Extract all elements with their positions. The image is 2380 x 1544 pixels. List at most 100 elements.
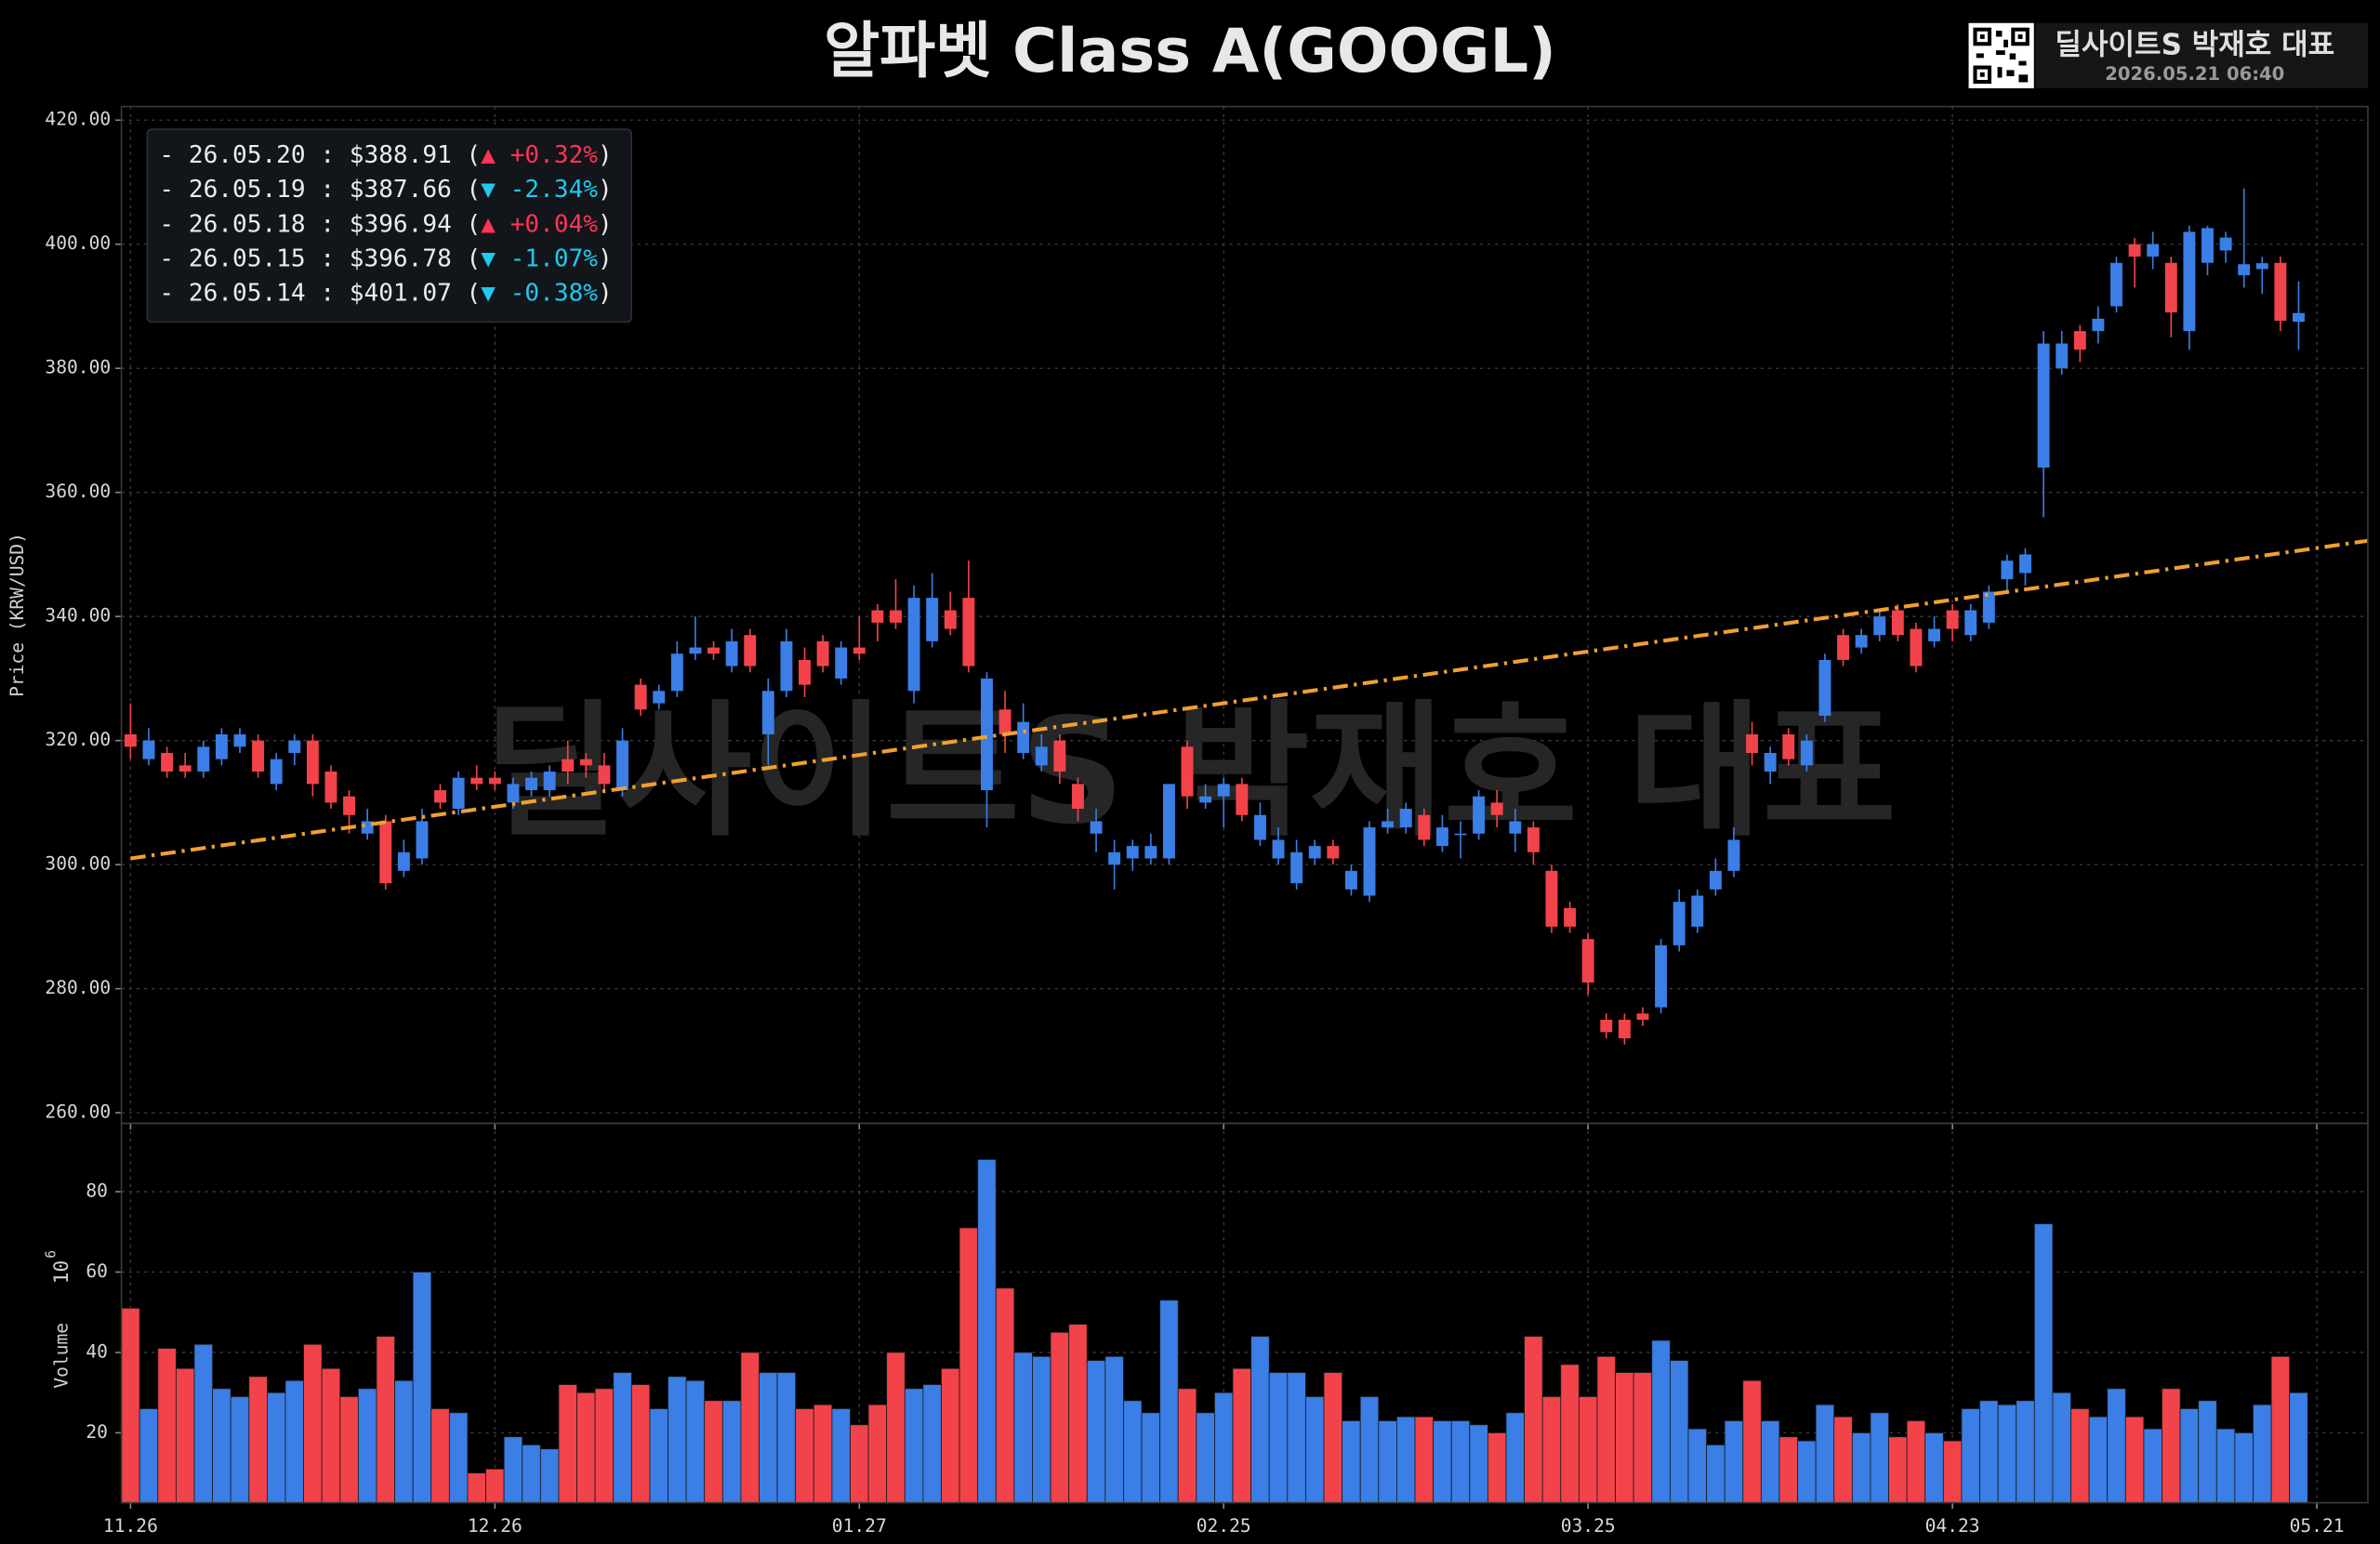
candle-body [2202,228,2214,263]
y-tick-label: 340.00 [45,605,111,627]
volume-bar [668,1376,687,1504]
candle-body [324,772,337,803]
candle-body [562,759,575,772]
volume-bar [1232,1367,1252,1504]
volume-bar [1778,1436,1798,1504]
volume-bar [850,1424,869,1504]
legend-suffix: ) [598,210,613,238]
volume-bar [1032,1355,1051,1504]
candle-body [1181,746,1194,797]
volume-bar [1050,1331,1070,1504]
legend-suffix: ) [598,279,613,307]
x-tick-label: 05.21 [2290,1515,2345,1537]
volume-bar [1104,1355,1124,1504]
brand-box [2035,22,2368,88]
volume-bar [1068,1324,1088,1504]
candle-body [744,635,757,666]
volume-bar [1086,1360,1106,1504]
y-tick-label: 20 [86,1421,108,1443]
candle-body [1053,740,1066,772]
volume-exponent: 6 [44,1250,60,1259]
volume-bar [1177,1388,1197,1504]
volume-bar [1888,1436,1908,1504]
volume-bar [266,1392,286,1504]
candle-body [197,746,210,772]
candle-body [1344,870,1357,890]
volume-bar [2070,1408,2090,1504]
candle-body [2128,244,2141,257]
volume-bar [649,1408,668,1504]
candle-body [634,684,647,710]
candle-body [725,640,738,666]
volume-bar [2234,1432,2254,1504]
volume-bar [539,1448,560,1504]
candle-body [1837,635,1850,660]
candle-body [124,733,137,747]
volume-bar [1524,1336,1543,1504]
volume-bar [430,1408,450,1504]
volume-bar [1013,1352,1033,1504]
x-tick-label: 01.27 [832,1515,887,1537]
candle-body [1782,733,1795,759]
volume-bar [630,1384,651,1504]
candle-body [1873,616,1886,636]
candle-body [2219,237,2232,251]
candle-body [270,759,283,785]
candle-body [926,598,939,641]
candle-body [616,740,629,791]
candle-body [1600,1020,1613,1033]
volume-bar [2124,1416,2145,1504]
candle-body [1564,907,1577,927]
volume-bar [776,1372,797,1504]
volume-bar [2143,1428,2162,1504]
brand: 딜사이트S 박재호 대표 [2055,28,2334,61]
y-tick-label: 380.00 [45,357,111,378]
y-tick-label: 40 [86,1340,108,1362]
volume-bar [740,1352,760,1504]
candle-body [1509,821,1522,834]
candle-body [1162,784,1175,859]
volume-bar [1669,1360,1689,1504]
volume-bar [357,1388,377,1504]
volume-bar [1141,1412,1161,1504]
volume-bar [1450,1420,1471,1504]
legend-entry: - 26.05.15 : $396.78 (▼ -1.07%) [159,244,612,272]
volume-bar [467,1472,486,1504]
volume-bar [1997,1404,2017,1504]
volume-bar [1942,1440,1963,1504]
volume-bar [613,1372,632,1504]
legend-change: ▼ -1.07% [481,244,598,272]
legend-suffix: ) [598,176,613,204]
volume-bar [1742,1379,1762,1504]
volume-bar [2107,1388,2126,1504]
candle-body [379,821,392,884]
volume-bar [503,1436,523,1504]
candle-body [488,777,501,785]
candle-body [689,647,702,654]
volume-bar [1615,1372,1634,1504]
candle-body [306,740,319,785]
volume-bar [1979,1400,1999,1504]
y-tick-label: 280.00 [45,977,111,998]
x-tick-label: 04.23 [1925,1515,1980,1537]
candle-body [1727,839,1740,871]
candle-body [1217,784,1230,797]
candle-body [1910,628,1923,666]
candle-body [1253,814,1266,840]
candle-body [2183,231,2196,332]
candle-body [288,740,301,754]
candle-body [871,610,884,623]
volume-axis-label: Volume [50,1323,72,1389]
candle-body [178,765,192,772]
volume-bar [1596,1355,1616,1504]
volume-base: 10 [50,1260,73,1285]
volume-bar [1578,1396,1598,1504]
legend-suffix: ) [598,140,613,168]
legend-entry: - 26.05.18 : $396.94 (▲ +0.04%) [159,210,612,238]
legend-box [146,128,632,323]
candle-body [2274,262,2287,322]
volume-bar [212,1388,231,1504]
candle-body [1017,721,1030,754]
volume-bar [1123,1400,1143,1504]
candle-body [653,691,666,704]
